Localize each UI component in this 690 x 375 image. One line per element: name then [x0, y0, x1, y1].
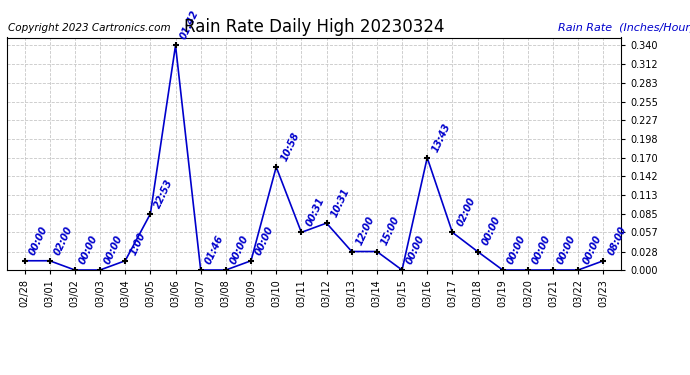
Text: 00:00: 00:00: [254, 224, 276, 256]
Text: 22:53: 22:53: [153, 177, 175, 210]
Text: 00:00: 00:00: [103, 234, 125, 266]
Text: Copyright 2023 Cartronics.com: Copyright 2023 Cartronics.com: [8, 23, 170, 33]
Text: Rain Rate  (Inches/Hour): Rain Rate (Inches/Hour): [558, 23, 690, 33]
Text: 02:00: 02:00: [455, 196, 477, 228]
Text: 12:00: 12:00: [355, 215, 377, 248]
Text: 10:58: 10:58: [279, 130, 301, 163]
Text: 00:00: 00:00: [581, 234, 603, 266]
Text: 10:31: 10:31: [329, 187, 351, 219]
Text: 00:00: 00:00: [405, 234, 427, 266]
Text: 00:00: 00:00: [78, 234, 100, 266]
Text: 00:00: 00:00: [228, 234, 250, 266]
Text: 08:00: 08:00: [606, 224, 629, 256]
Text: 00:31: 00:31: [304, 196, 326, 228]
Text: 01:46: 01:46: [204, 234, 226, 266]
Text: 00:00: 00:00: [28, 224, 50, 256]
Text: 15:00: 15:00: [380, 215, 402, 248]
Text: 00:00: 00:00: [531, 234, 553, 266]
Title: Rain Rate Daily High 20230324: Rain Rate Daily High 20230324: [184, 18, 444, 36]
Text: 00:00: 00:00: [480, 215, 502, 248]
Text: 1:00: 1:00: [128, 231, 147, 256]
Text: 01:42: 01:42: [178, 9, 200, 41]
Text: 02:00: 02:00: [52, 224, 75, 256]
Text: 00:00: 00:00: [556, 234, 578, 266]
Text: 13:43: 13:43: [430, 122, 452, 153]
Text: 00:00: 00:00: [506, 234, 528, 266]
